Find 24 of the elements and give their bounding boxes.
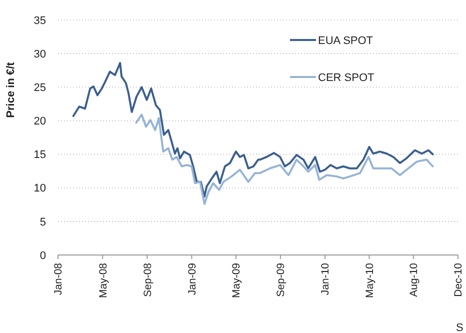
y-axis-title: Price in €/t (5, 62, 17, 118)
y-tick-label: 10 (34, 182, 46, 195)
y-tick-label: 5 (40, 216, 46, 228)
x-tick-label: Dec-10 (452, 262, 465, 297)
legend-label: CER SPOT (318, 72, 375, 84)
x-tick-label: Jan-09 (186, 262, 198, 296)
line-series (135, 114, 434, 205)
y-tick-label: 35 (34, 14, 46, 27)
x-tick-label: Aug-10 (408, 262, 420, 297)
x-tick-label: May-10 (364, 262, 376, 298)
y-tick-label: 0 (40, 250, 46, 262)
y-tick-label: 20 (34, 116, 46, 128)
y-tick-label: 15 (34, 149, 46, 162)
line-series (72, 62, 434, 198)
x-tick-label: Jan-10 (320, 262, 332, 296)
x-tick-label: May-09 (230, 262, 243, 298)
text: S (456, 322, 464, 333)
x-tick-label: May-08 (97, 262, 110, 298)
x-tick-label: Jan-08 (52, 262, 65, 296)
x-tick-label: Sep-09 (275, 262, 288, 297)
y-tick-label: 30 (34, 48, 46, 60)
y-tick-label: 25 (34, 82, 46, 94)
x-tick-label: Sep-08 (142, 262, 154, 297)
legend-label: EUA SPOT (318, 34, 374, 47)
